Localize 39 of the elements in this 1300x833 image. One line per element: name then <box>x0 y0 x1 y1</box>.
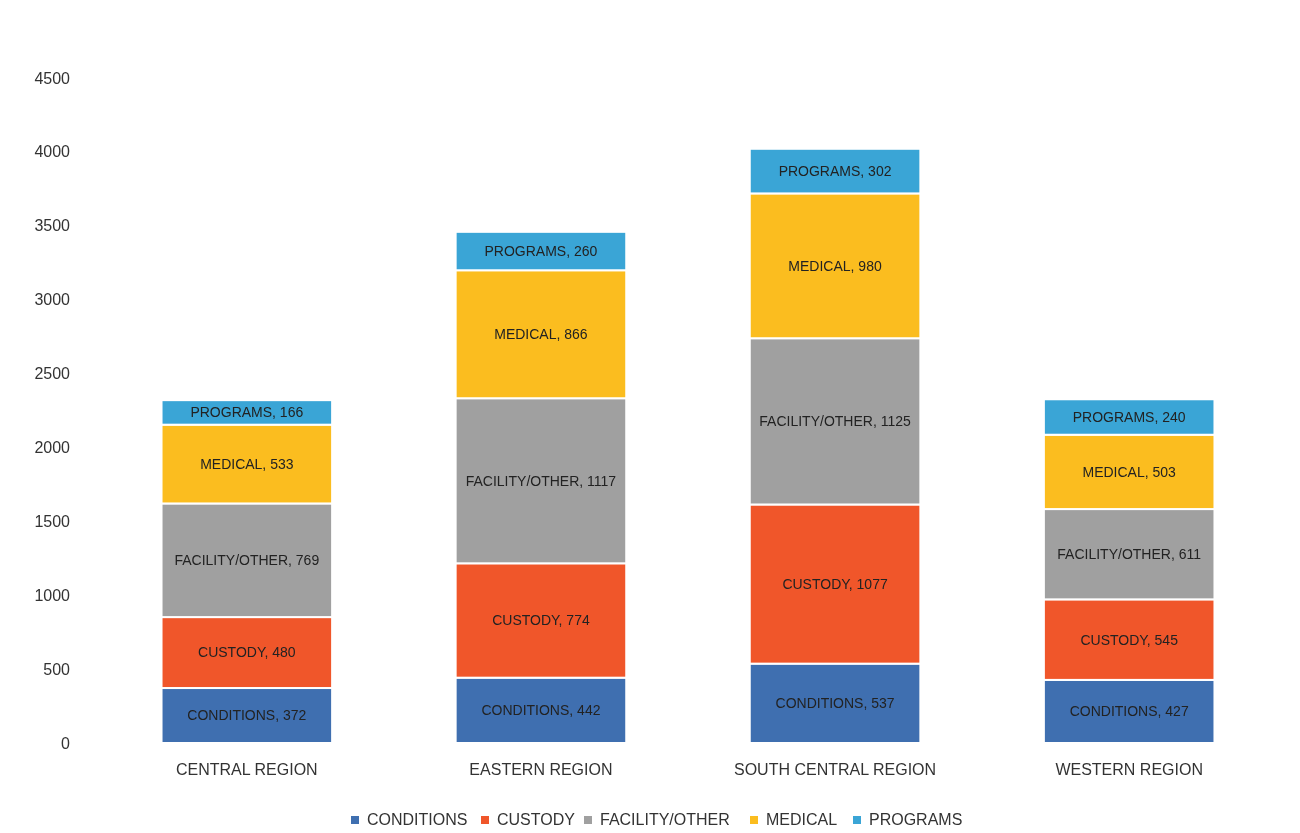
data-label: CONDITIONS, 372 <box>187 707 307 724</box>
y-tick-label: 2500 <box>34 365 71 383</box>
legend-label: PROGRAMS <box>869 811 963 828</box>
data-label: PROGRAMS, 302 <box>778 163 892 179</box>
y-tick-label: 0 <box>61 734 71 752</box>
data-label: CONDITIONS, 442 <box>481 702 601 719</box>
data-label: PROGRAMS, 240 <box>1072 408 1186 425</box>
data-label: CUSTODY, 774 <box>492 612 590 629</box>
legend-label: MEDICAL <box>766 811 838 828</box>
data-label: CONDITIONS, 427 <box>1069 703 1189 720</box>
data-label: CONDITIONS, 537 <box>775 695 895 712</box>
y-tick-label: 500 <box>43 660 71 678</box>
data-label: CUSTODY, 480 <box>198 644 296 661</box>
data-label: FACILITY/OTHER, 1117 <box>465 472 617 489</box>
data-label: CUSTODY, 545 <box>1080 631 1179 648</box>
data-label: MEDICAL, 866 <box>494 326 588 343</box>
y-tick-label: 1000 <box>34 586 71 604</box>
y-tick-label: 3000 <box>34 291 71 309</box>
data-label: PROGRAMS, 260 <box>484 242 598 259</box>
legend-label: CUSTODY <box>497 811 576 828</box>
legend-label: FACILITY/OTHER <box>600 811 730 828</box>
x-tick-label: SOUTH CENTRAL REGION <box>734 761 937 778</box>
x-tick-label: CENTRAL REGION <box>176 761 318 778</box>
x-tick-label: WESTERN REGION <box>1055 761 1203 778</box>
data-label: FACILITY/OTHER, 611 <box>1057 546 1202 563</box>
x-tick-label: EASTERN REGION <box>469 761 613 778</box>
y-tick-label: 2000 <box>34 439 71 457</box>
data-label: MEDICAL, 533 <box>200 455 294 472</box>
y-tick-label: 4500 <box>34 69 71 87</box>
data-label: MEDICAL, 980 <box>788 257 882 274</box>
y-tick-label: 3500 <box>34 217 71 235</box>
data-label: FACILITY/OTHER, 1125 <box>759 413 911 430</box>
data-label: PROGRAMS, 166 <box>190 404 304 421</box>
y-tick-label: 4000 <box>34 143 71 161</box>
data-label: MEDICAL, 503 <box>1082 463 1177 480</box>
data-label: CUSTODY, 1077 <box>782 575 888 592</box>
legend-label: CONDITIONS <box>367 811 468 828</box>
data-label: FACILITY/OTHER, 769 <box>174 552 320 569</box>
y-tick-label: 1500 <box>34 512 71 530</box>
